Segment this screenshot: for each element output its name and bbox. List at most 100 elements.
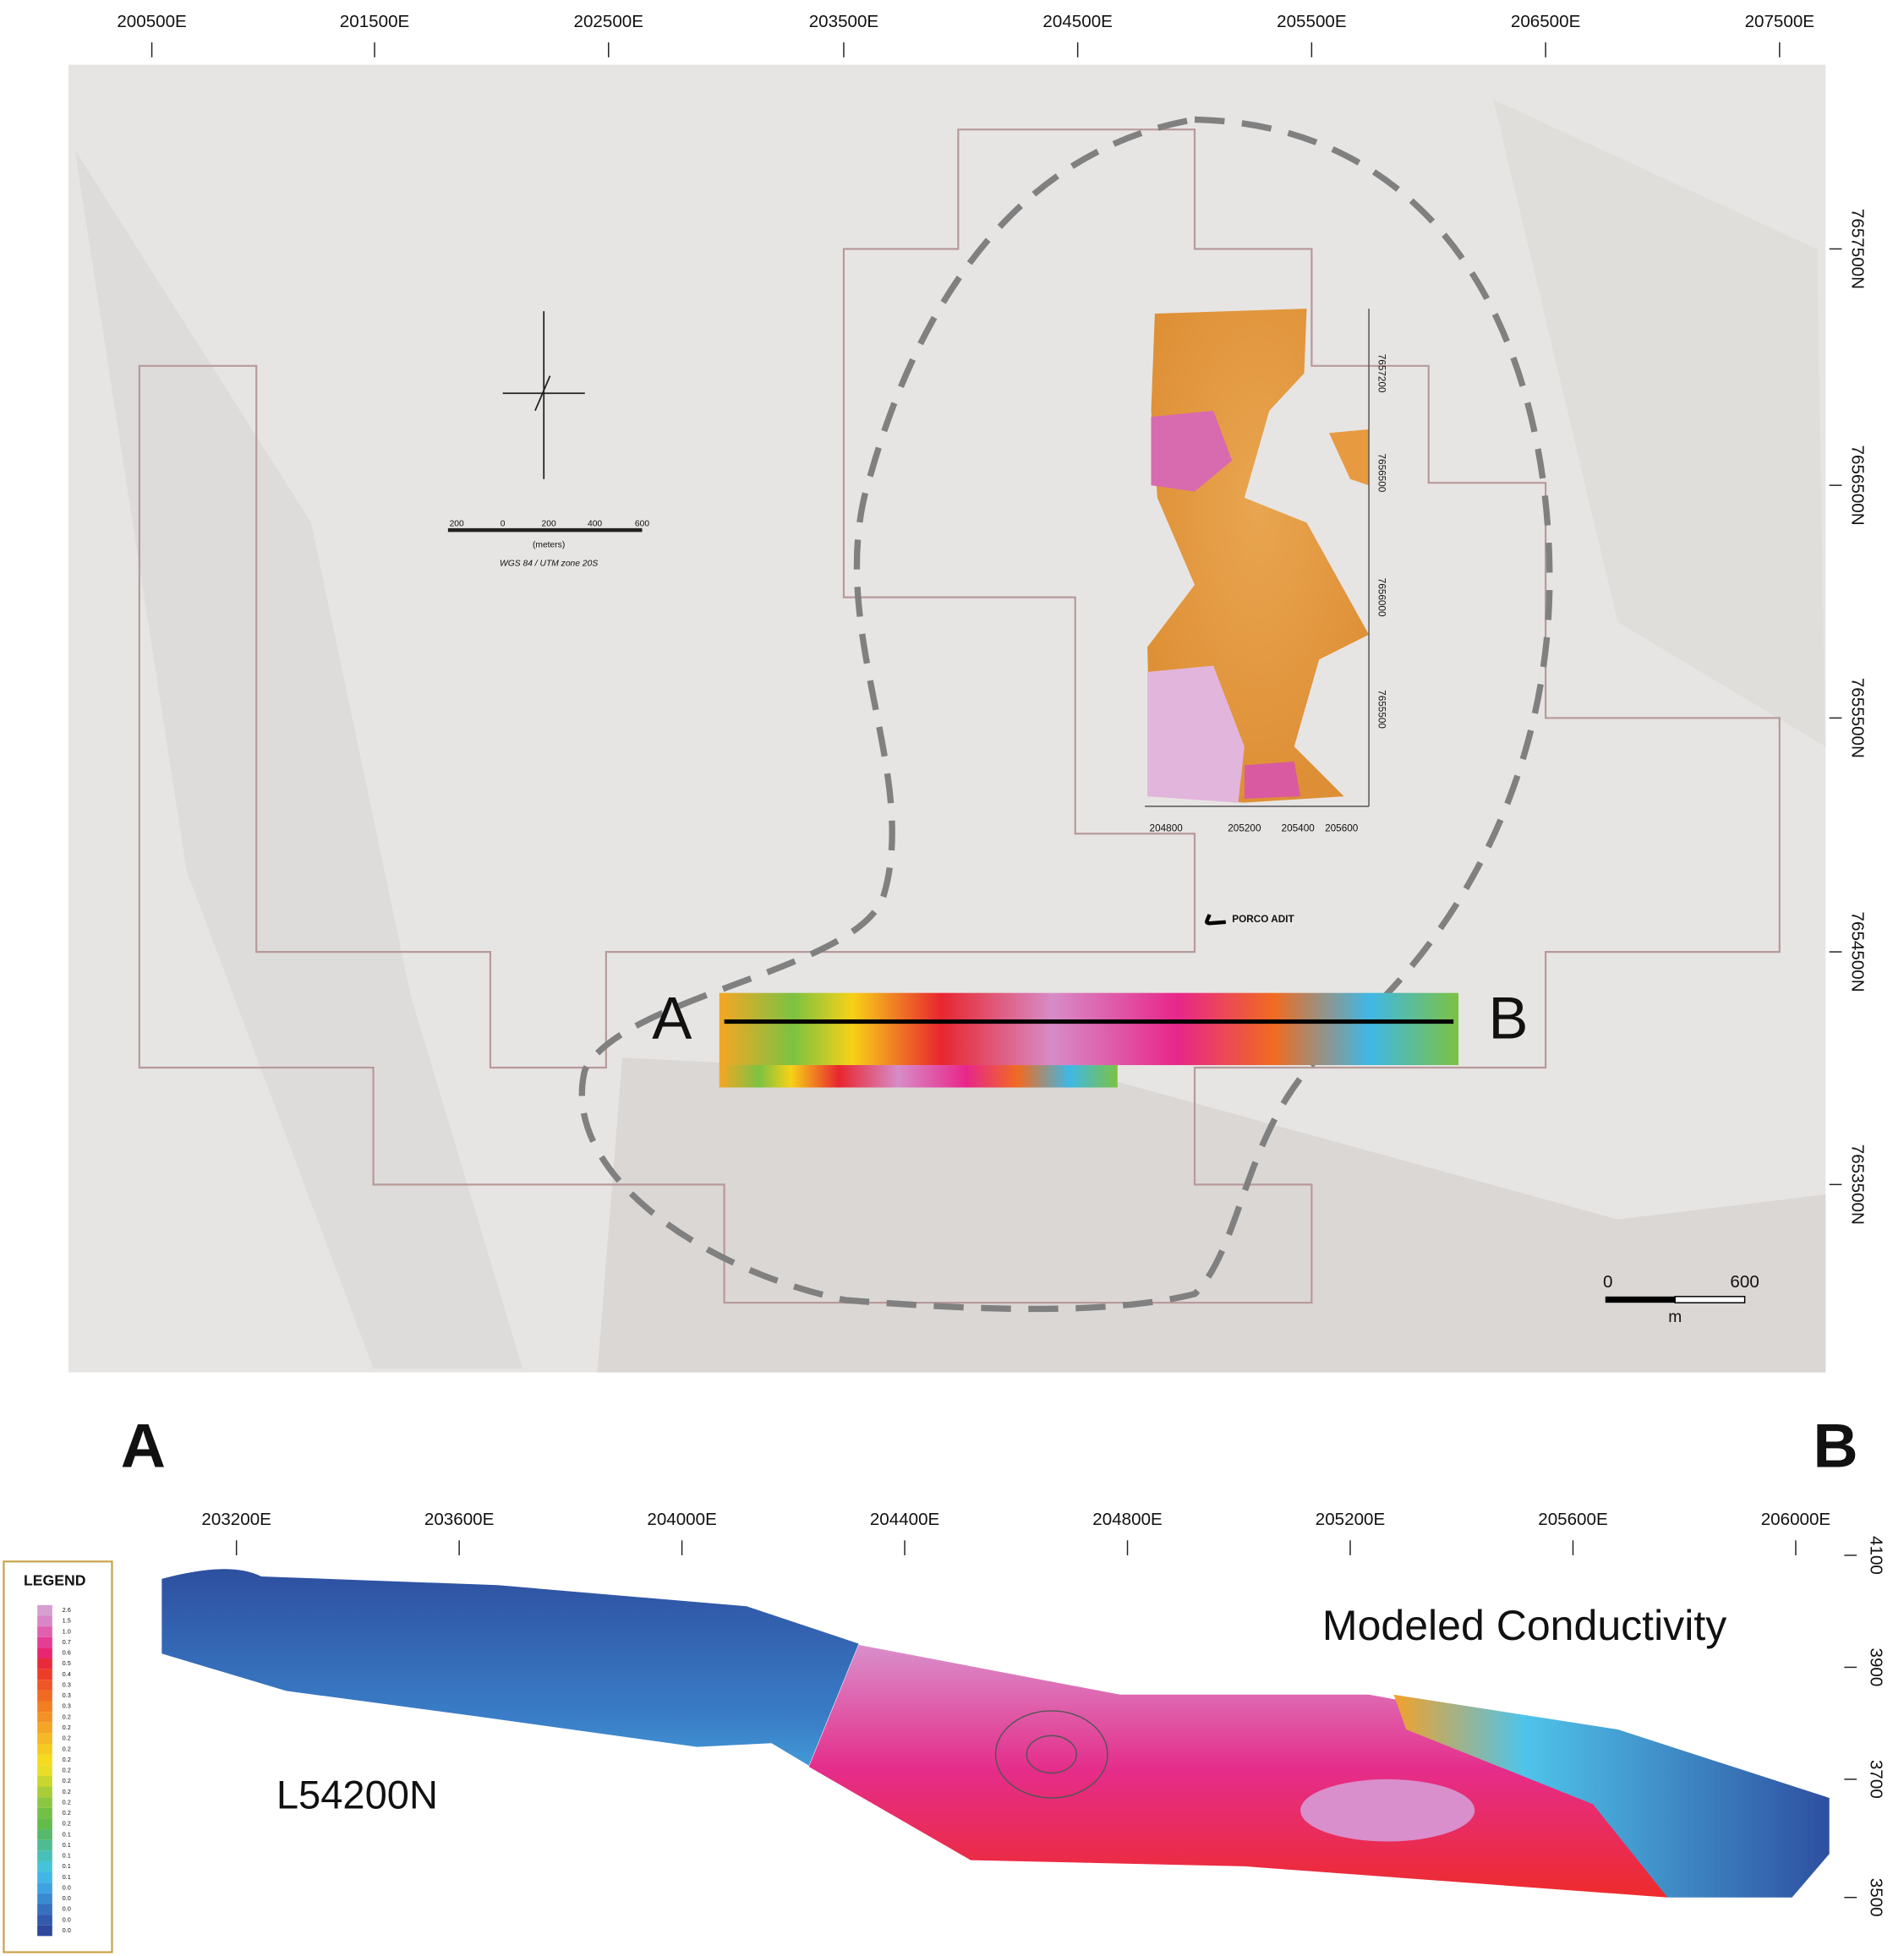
legend-swatch bbox=[37, 1733, 52, 1745]
adit-symbol bbox=[1205, 914, 1226, 926]
section-label-a: A bbox=[652, 985, 692, 1052]
legend-label: 0.2 bbox=[63, 1756, 71, 1763]
legend-title: LEGEND bbox=[24, 1572, 86, 1589]
legend-swatch bbox=[37, 1882, 52, 1893]
map-panel bbox=[68, 64, 1826, 1373]
inset-easting: 205400 bbox=[1282, 822, 1316, 833]
legend-swatch bbox=[37, 1904, 52, 1915]
legend-swatch bbox=[37, 1636, 52, 1648]
line-name: L54200N bbox=[276, 1772, 438, 1817]
section-high bbox=[808, 1644, 1668, 1898]
conductivity-strip bbox=[719, 992, 1459, 1066]
section-contour bbox=[994, 1710, 1108, 1799]
legend-label: 0.0 bbox=[63, 1905, 71, 1913]
section-easting: 204800E bbox=[1092, 1510, 1162, 1529]
legend-label: 0.2 bbox=[63, 1820, 71, 1828]
legend-swatch bbox=[37, 1786, 52, 1798]
legend-label: 1.0 bbox=[63, 1627, 71, 1635]
inset-easting: 205200 bbox=[1228, 822, 1261, 833]
legend-label: 0.1 bbox=[63, 1841, 71, 1849]
inset-easting: 205600 bbox=[1325, 822, 1359, 833]
section-easting: 206000E bbox=[1761, 1510, 1830, 1529]
legend-swatch bbox=[37, 1871, 52, 1883]
legend-label: 0.1 bbox=[63, 1873, 71, 1881]
section-easting: 203200E bbox=[201, 1510, 271, 1529]
legend-swatch bbox=[37, 1925, 52, 1937]
inset-anomaly bbox=[1244, 761, 1301, 800]
scale-unit: (meters) bbox=[533, 540, 565, 549]
legend-label: 0.2 bbox=[63, 1724, 71, 1731]
easting-label: 207500E bbox=[1745, 12, 1814, 31]
elevation-label: 4100 bbox=[1867, 1536, 1886, 1575]
legend-swatch bbox=[37, 1797, 52, 1808]
legend-label: 0.3 bbox=[63, 1691, 71, 1699]
legend-swatch bbox=[37, 1807, 52, 1819]
inset-northing: 7655500 bbox=[1376, 690, 1387, 729]
inset-northing: 7656500 bbox=[1376, 454, 1387, 493]
legend-swatch bbox=[37, 1915, 52, 1926]
section-contour bbox=[1026, 1735, 1077, 1774]
legend-swatch bbox=[37, 1775, 52, 1787]
scale-label: 0 bbox=[501, 519, 506, 528]
scale-start: 0 bbox=[1603, 1272, 1612, 1292]
section-right bbox=[1393, 1694, 1830, 1898]
target-outline bbox=[578, 116, 1553, 1313]
legend-label: 0.3 bbox=[63, 1702, 71, 1710]
legend-swatch bbox=[37, 1690, 52, 1702]
legend-label: 0.0 bbox=[63, 1915, 71, 1923]
terrain bbox=[1493, 99, 1826, 747]
legend-swatch bbox=[37, 1818, 52, 1830]
scale-label: 200 bbox=[450, 519, 464, 528]
section-title: Modeled Conductivity bbox=[1322, 1602, 1726, 1649]
northing-label: 7656500N bbox=[1848, 445, 1868, 526]
scale-unit: m bbox=[1668, 1309, 1682, 1326]
legend-swatch bbox=[37, 1829, 52, 1840]
scale-label: 400 bbox=[588, 519, 602, 528]
section-label-b: B bbox=[1488, 985, 1528, 1052]
legend-label: 0.2 bbox=[63, 1745, 71, 1752]
scale-label: 200 bbox=[542, 519, 556, 528]
legend-label: 0.1 bbox=[63, 1830, 71, 1838]
easting-label: 205500E bbox=[1277, 12, 1346, 31]
inset-anomaly bbox=[1328, 429, 1370, 486]
legend-swatch bbox=[37, 1839, 52, 1851]
legend-label: 0.2 bbox=[63, 1713, 71, 1720]
legend-swatch bbox=[37, 1626, 52, 1637]
legend-label: 0.2 bbox=[63, 1777, 71, 1784]
scale-label: 600 bbox=[635, 519, 649, 528]
legend-label: 0.2 bbox=[63, 1809, 71, 1817]
legend-swatch bbox=[37, 1604, 52, 1616]
legend-label: 0.0 bbox=[63, 1926, 71, 1934]
northing-label: 7657500N bbox=[1848, 209, 1868, 289]
inset-easting: 204800 bbox=[1150, 822, 1184, 833]
elevation-label: 3900 bbox=[1867, 1648, 1886, 1687]
easting-label: 200500E bbox=[117, 12, 186, 31]
conductivity-strip bbox=[719, 1065, 1118, 1088]
inset-frame bbox=[1145, 309, 1370, 807]
easting-label: 204500E bbox=[1042, 12, 1112, 31]
section-b: B bbox=[1813, 1411, 1857, 1481]
legend-swatch bbox=[37, 1658, 52, 1669]
section-easting: 204400E bbox=[870, 1510, 939, 1529]
section-panel bbox=[3, 1560, 1830, 1953]
legend-label: 0.1 bbox=[63, 1862, 71, 1870]
section-a: A bbox=[121, 1411, 166, 1481]
northing-label: 7655500N bbox=[1848, 678, 1868, 758]
legend-swatch bbox=[37, 1765, 52, 1776]
terrain bbox=[74, 149, 523, 1369]
terrain bbox=[597, 1057, 1826, 1373]
legend-label: 0.7 bbox=[63, 1638, 71, 1646]
legend-label: 0.0 bbox=[63, 1894, 71, 1902]
legend-label: 0.6 bbox=[63, 1649, 71, 1657]
legend-label: 0.0 bbox=[63, 1883, 71, 1891]
scale-end: 600 bbox=[1730, 1272, 1759, 1292]
legend-swatch bbox=[37, 1754, 52, 1766]
legend-swatch bbox=[37, 1669, 52, 1680]
northing-label: 7654500N bbox=[1848, 912, 1868, 992]
elevation-label: 3700 bbox=[1867, 1760, 1886, 1799]
easting-label: 201500E bbox=[340, 12, 409, 31]
inset-northing: 7657200 bbox=[1376, 354, 1387, 393]
section-easting: 205600E bbox=[1538, 1510, 1607, 1529]
legend-swatch bbox=[37, 1647, 52, 1658]
easting-label: 206500E bbox=[1511, 12, 1580, 31]
